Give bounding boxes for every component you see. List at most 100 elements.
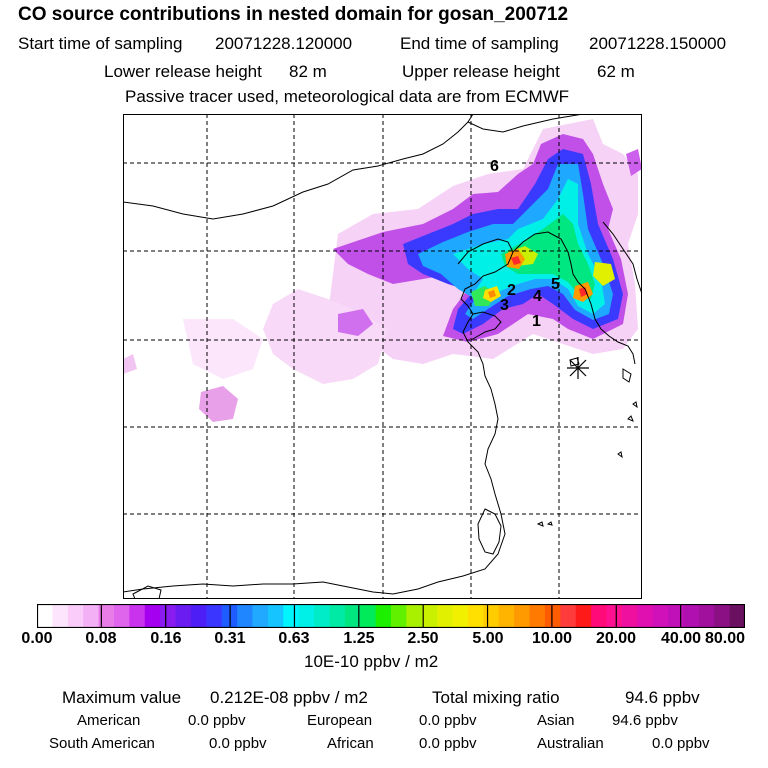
marker-3: 3 bbox=[500, 297, 509, 314]
region-american-label: American bbox=[77, 712, 141, 729]
colorbar-cell bbox=[544, 604, 561, 628]
colorbar-cell bbox=[267, 604, 284, 628]
plume-violet-small bbox=[338, 309, 373, 336]
colorbar-cell bbox=[98, 604, 115, 628]
island-taiwan bbox=[477, 508, 502, 555]
colorbar-cell bbox=[467, 604, 484, 628]
marker-1: 1 bbox=[532, 313, 541, 330]
start-time-label: Start time of sampling bbox=[18, 34, 183, 53]
island-ryukyu-5 bbox=[546, 521, 553, 526]
colorbar-tick-6: 2.50 bbox=[407, 630, 439, 647]
colorbar-cell bbox=[206, 604, 223, 628]
colorbar-tick-7: 5.00 bbox=[472, 630, 504, 647]
colorbar-tick-5: 1.25 bbox=[343, 630, 375, 647]
colorbar-cell bbox=[437, 604, 454, 628]
region-european-label: European bbox=[307, 712, 373, 729]
plume-spot-w bbox=[123, 354, 137, 374]
island-ryukyu-3 bbox=[617, 451, 623, 459]
colorbar bbox=[37, 604, 745, 628]
colorbar-tick-11: 80.00 bbox=[704, 630, 746, 647]
figure-title: CO source contributions in nested domain… bbox=[18, 4, 569, 25]
coastline-korea bbox=[572, 273, 636, 365]
coastline-border-north bbox=[123, 114, 474, 220]
colorbar-frame bbox=[37, 604, 745, 628]
lower-height-value: 82 m bbox=[289, 62, 327, 81]
map-frame bbox=[123, 114, 642, 599]
colorbar-cell bbox=[606, 604, 623, 628]
receptor-star-icon bbox=[567, 357, 589, 379]
colorbar-tick-4: 0.63 bbox=[278, 630, 310, 647]
colorbar-cell bbox=[698, 604, 715, 628]
plume-red-1 bbox=[511, 256, 521, 265]
plume-spot-sw bbox=[199, 386, 238, 422]
colorbar-cell bbox=[421, 604, 438, 628]
plume-yellow-east bbox=[593, 262, 615, 286]
colorbar-cell bbox=[637, 604, 654, 628]
colorbar-cell bbox=[113, 604, 130, 628]
island-jeju bbox=[569, 357, 580, 367]
colorbar-cell bbox=[729, 604, 745, 628]
region-south-american-label: South American bbox=[49, 735, 155, 752]
region-south-american-value: 0.0 ppbv bbox=[209, 735, 267, 752]
plume-orange-3 bbox=[488, 290, 496, 298]
coastline-liaodong bbox=[512, 231, 574, 275]
max-value-label: Maximum value bbox=[62, 688, 182, 707]
colorbar-cell bbox=[621, 604, 638, 628]
region-australian-label: Australian bbox=[537, 735, 604, 752]
colorbar-cells bbox=[37, 604, 745, 628]
colorbar-cell bbox=[329, 604, 346, 628]
end-time-value: 20071228.150000 bbox=[589, 34, 727, 53]
region-african-value: 0.0 ppbv bbox=[419, 735, 477, 752]
upper-height-value: 62 m bbox=[597, 62, 635, 81]
region-australian-value: 0.0 ppbv bbox=[652, 735, 710, 752]
colorbar-cell bbox=[452, 604, 469, 628]
marker-2: 2 bbox=[507, 282, 516, 299]
colorbar-cell bbox=[498, 604, 515, 628]
plume-halo-southwest bbox=[183, 319, 263, 379]
colorbar-tick-0: 0.00 bbox=[21, 630, 53, 647]
colorbar-cell bbox=[190, 604, 207, 628]
colorbar-dividers bbox=[100, 604, 682, 628]
tracer-note: Passive tracer used, meteorological data… bbox=[125, 87, 570, 106]
colorbar-tick-10: 40.00 bbox=[660, 630, 702, 647]
colorbar-cell bbox=[714, 604, 731, 628]
colorbar-cell bbox=[37, 604, 53, 628]
colorbar-cell bbox=[160, 604, 177, 628]
marker-4: 4 bbox=[533, 288, 542, 305]
colorbar-cell bbox=[514, 604, 531, 628]
colorbar-cell bbox=[252, 604, 269, 628]
coastline-border-northeast bbox=[467, 114, 584, 133]
colorbar-cell bbox=[237, 604, 254, 628]
colorbar-cell bbox=[83, 604, 100, 628]
lower-height-label: Lower release height bbox=[104, 62, 262, 81]
colorbar-cell bbox=[406, 604, 423, 628]
start-time-value: 20071228.120000 bbox=[215, 34, 353, 53]
island-ryukyu-2 bbox=[632, 401, 638, 409]
island-ryukyu-1 bbox=[627, 415, 634, 422]
colorbar-cell bbox=[314, 604, 331, 628]
region-african-label: African bbox=[327, 735, 374, 752]
region-american-value: 0.0 ppbv bbox=[188, 712, 246, 729]
colorbar-cell bbox=[144, 604, 161, 628]
island-kyushu bbox=[622, 368, 632, 383]
upper-height-label: Upper release height bbox=[402, 62, 560, 81]
colorbar-tick-2: 0.16 bbox=[150, 630, 182, 647]
island-ryukyu-4 bbox=[536, 521, 544, 527]
colorbar-cell bbox=[298, 604, 315, 628]
coastline-shandong bbox=[470, 311, 502, 341]
region-asian-label: Asian bbox=[537, 712, 575, 729]
colorbar-cell bbox=[175, 604, 192, 628]
colorbar-cell bbox=[560, 604, 577, 628]
colorbar-tick-3: 0.31 bbox=[214, 630, 246, 647]
total-mixing-value: 94.6 ppbv bbox=[625, 688, 700, 707]
colorbar-cell bbox=[344, 604, 361, 628]
region-asian-value: 94.6 ppbv bbox=[612, 712, 678, 729]
region-european-value: 0.0 ppbv bbox=[419, 712, 477, 729]
colorbar-cell bbox=[375, 604, 392, 628]
colorbar-cell bbox=[591, 604, 608, 628]
colorbar-cell bbox=[129, 604, 146, 628]
colorbar-cell bbox=[652, 604, 669, 628]
colorbar-tick-1: 0.08 bbox=[85, 630, 117, 647]
colorbar-cell bbox=[360, 604, 377, 628]
plume-field bbox=[123, 119, 642, 422]
